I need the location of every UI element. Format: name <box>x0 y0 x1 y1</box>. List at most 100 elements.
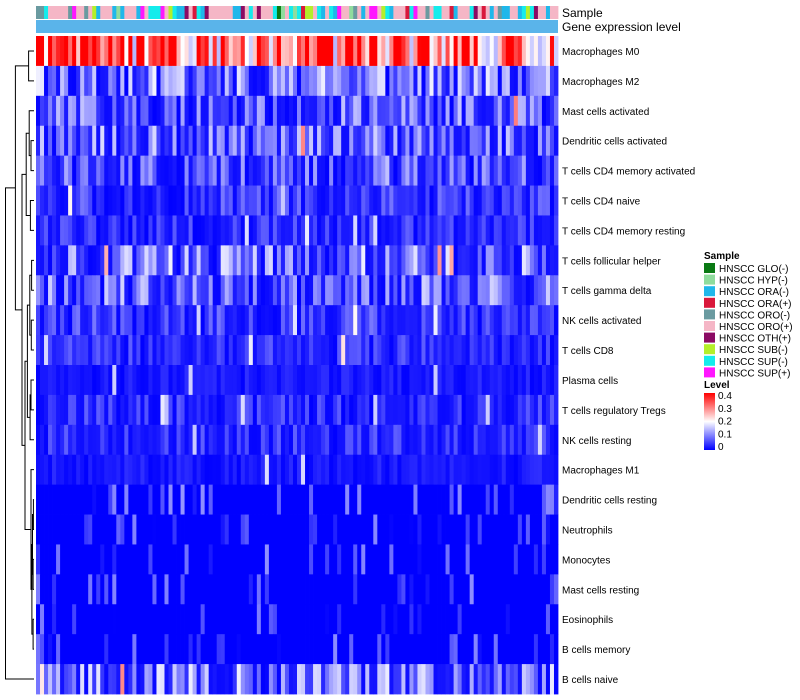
heatmap-cell <box>537 215 543 246</box>
heatmap-cell <box>44 305 49 336</box>
heatmap-cell <box>288 275 294 306</box>
heatmap-cell <box>40 245 45 276</box>
row-label: Macrophages M0 <box>562 47 640 58</box>
heatmap-cell <box>525 305 531 336</box>
heatmap-cell <box>537 365 543 396</box>
heatmap-cell <box>449 514 454 545</box>
heatmap-cell <box>88 544 93 575</box>
heatmap-cell <box>473 155 479 186</box>
heatmap-cell <box>453 424 459 456</box>
heatmap-cell <box>48 185 53 216</box>
heatmap-cell <box>116 574 121 605</box>
heatmap-cell <box>457 335 463 366</box>
heatmap-cell <box>409 65 414 97</box>
heatmap-cell <box>389 574 394 605</box>
heatmap-cell <box>405 65 410 97</box>
heatmap-cell <box>48 664 53 695</box>
heatmap-cell <box>509 185 515 216</box>
heatmap-cell <box>361 65 366 97</box>
heatmap-cell <box>116 365 121 396</box>
sample-annotation-cell <box>64 6 69 19</box>
sample-annotation-cell <box>341 6 346 19</box>
heatmap-cell <box>401 394 406 426</box>
heatmap-cell <box>276 305 282 336</box>
heatmap-cell <box>132 454 137 486</box>
heatmap-cell <box>545 454 551 486</box>
heatmap-cell <box>232 335 238 366</box>
heatmap-cell <box>445 245 450 276</box>
heatmap-cell <box>76 514 81 545</box>
heatmap-cell <box>48 275 53 306</box>
heatmap-cell <box>373 245 378 276</box>
heatmap-cell <box>337 394 342 426</box>
heatmap-cell <box>473 544 479 575</box>
heatmap-cell <box>272 185 278 216</box>
heatmap-cell <box>252 65 258 97</box>
heatmap-cell <box>208 125 214 157</box>
heatmap-cell <box>501 604 507 635</box>
heatmap-cell <box>212 574 218 605</box>
heatmap-cell <box>501 185 507 216</box>
heatmap-cell <box>533 514 539 545</box>
heatmap-cell <box>333 185 338 216</box>
heatmap-cell <box>256 394 262 426</box>
heatmap-cell <box>256 275 262 306</box>
heatmap-cell <box>68 424 73 456</box>
heatmap-cell <box>521 335 527 366</box>
heatmap-cell <box>244 484 250 515</box>
heatmap-cell <box>180 275 185 306</box>
heatmap-cell <box>357 215 362 246</box>
heatmap-cell <box>317 365 322 396</box>
heatmap-cell <box>517 544 523 575</box>
heatmap-cell <box>505 544 511 575</box>
heatmap-cell <box>529 36 535 67</box>
heatmap-cell <box>397 604 402 635</box>
heatmap-cell <box>437 604 442 635</box>
heatmap-cell <box>268 36 274 67</box>
heatmap-cell <box>389 634 394 665</box>
heatmap-cell <box>445 335 450 366</box>
heatmap-cell <box>369 484 374 515</box>
heatmap-cell <box>417 394 422 426</box>
heatmap-cell <box>393 215 398 246</box>
heatmap-cell <box>357 424 362 456</box>
heatmap-cell <box>425 215 430 246</box>
heatmap-cell <box>72 604 77 635</box>
heatmap-cell <box>465 365 471 396</box>
heatmap-cell <box>128 155 133 186</box>
heatmap-cell <box>196 155 202 186</box>
heatmap-cell <box>168 155 173 186</box>
heatmap-cell <box>497 664 503 695</box>
heatmap-cell <box>449 95 454 127</box>
heatmap-cell <box>337 634 342 665</box>
heatmap-cell <box>36 305 41 336</box>
heatmap-cell <box>321 185 326 216</box>
heatmap-cell <box>120 185 125 216</box>
heatmap-cell <box>449 454 454 486</box>
heatmap-cell <box>48 95 53 127</box>
heatmap-cell <box>333 604 338 635</box>
heatmap-cell <box>124 365 129 396</box>
heatmap-cell <box>96 604 101 635</box>
heatmap-cell <box>509 394 515 426</box>
heatmap-cell <box>309 634 314 665</box>
heatmap-cell <box>421 424 426 456</box>
heatmap-cell <box>180 215 185 246</box>
heatmap-cell <box>96 95 101 127</box>
heatmap-cell <box>52 215 57 246</box>
heatmap-cell <box>333 424 338 456</box>
heatmap-cell <box>533 36 539 67</box>
heatmap-cell <box>549 215 555 246</box>
heatmap-cell <box>120 215 125 246</box>
heatmap-cell <box>220 514 226 545</box>
heatmap-cell <box>541 394 547 426</box>
heatmap-cell <box>196 514 202 545</box>
heatmap-cell <box>184 185 189 216</box>
heatmap-cell <box>200 514 206 545</box>
heatmap-cell <box>381 125 386 157</box>
heatmap-cell <box>132 275 137 306</box>
heatmap-cell <box>325 365 330 396</box>
heatmap-cell <box>156 544 161 575</box>
heatmap-cell <box>517 484 523 515</box>
heatmap-cell <box>549 95 555 127</box>
